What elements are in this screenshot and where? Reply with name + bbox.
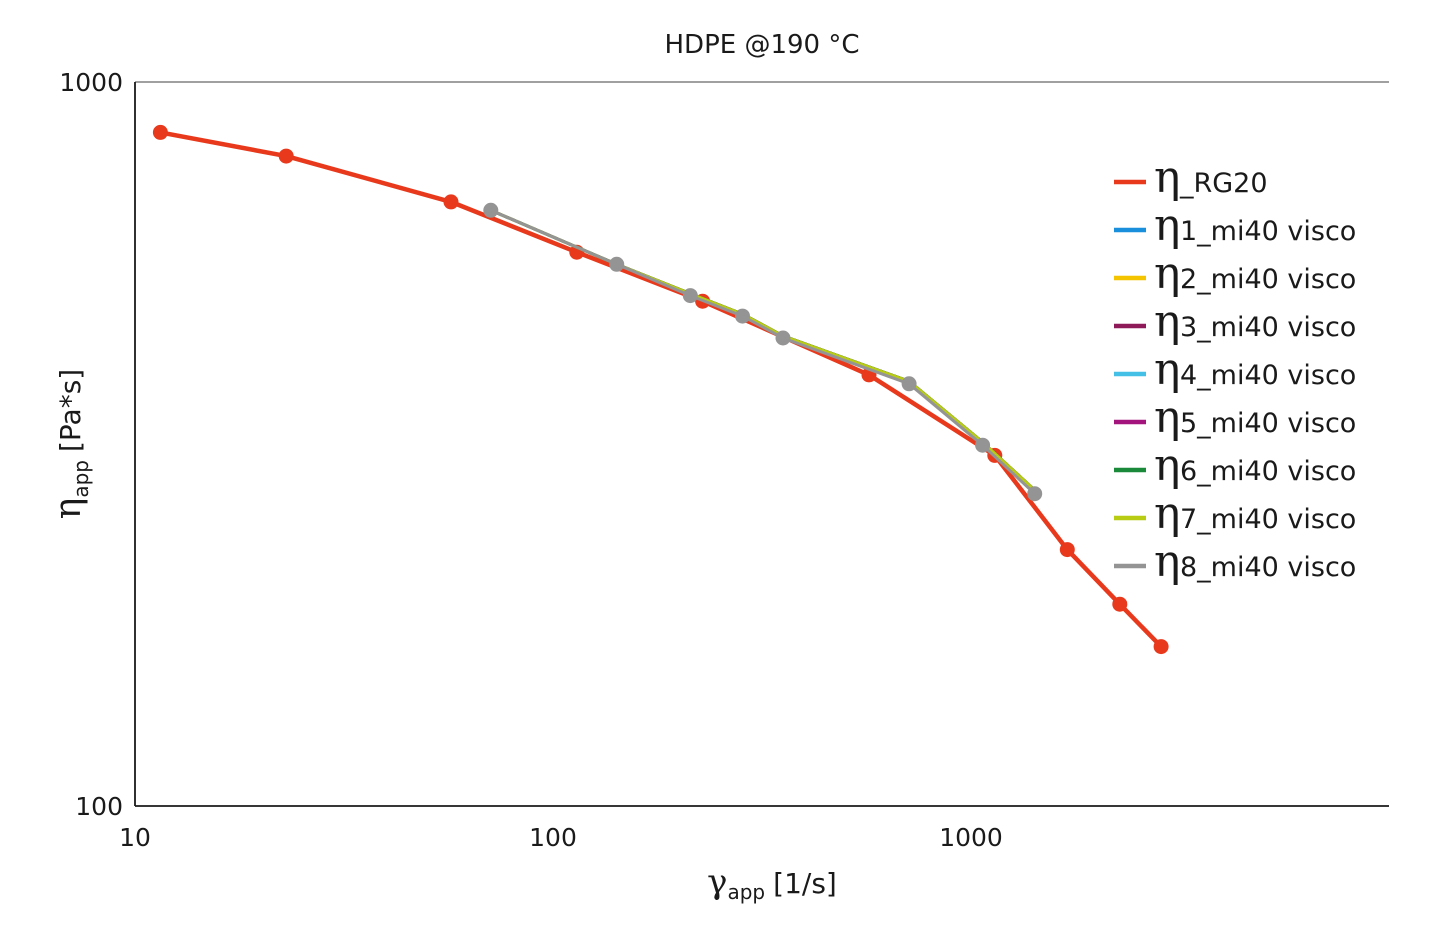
x-tick-label: 100 [529, 823, 577, 852]
data-point [1112, 596, 1128, 612]
data-point [975, 437, 991, 453]
legend-eta-symbol: η [1154, 248, 1180, 299]
legend-eta-symbol: η [1154, 344, 1180, 395]
data-point [443, 194, 459, 210]
x-axis-unit: [1/s] [773, 867, 837, 900]
y-axis-label: ηapp [Pa*s] [48, 369, 93, 519]
x-tick-label: 10 [119, 823, 151, 852]
x-tick-label: 1000 [939, 823, 1003, 852]
y-tick-label: 100 [75, 792, 123, 821]
x-axis-symbol: γ [707, 862, 727, 902]
legend-eta-symbol: η [1154, 392, 1180, 443]
plot-area [152, 124, 1169, 655]
legend-item: η 8_mi40 visco [1114, 536, 1356, 587]
legend-eta-symbol: η [1154, 296, 1180, 347]
data-point [735, 308, 750, 324]
x-axis-subscript: app [727, 880, 765, 904]
legend-label: 2_mi40 visco [1180, 264, 1356, 295]
legend-label: 6_mi40 visco [1180, 456, 1356, 487]
legend-item: η _RG20 [1114, 152, 1268, 203]
data-point [1027, 486, 1043, 502]
legend-eta-symbol: η [1154, 200, 1180, 251]
data-point [901, 376, 917, 392]
legend-eta-symbol: η [1154, 440, 1180, 491]
data-point [152, 124, 168, 140]
legend-item: η 4_mi40 visco [1114, 344, 1356, 395]
series-line [489, 208, 1037, 496]
data-point [483, 202, 499, 218]
x-axis-label: γapp [1/s] [707, 862, 837, 904]
y-axis-symbol: η [48, 498, 89, 520]
legend-label: 7_mi40 visco [1180, 504, 1356, 535]
legend-label: 4_mi40 visco [1180, 360, 1356, 391]
series-line [158, 130, 1164, 649]
legend-label: 5_mi40 visco [1180, 408, 1356, 439]
legend-label: _RG20 [1179, 168, 1268, 199]
data-point [775, 330, 791, 346]
series-0 [152, 124, 1169, 655]
data-point [682, 288, 698, 304]
data-point [1059, 542, 1075, 558]
legend-eta-symbol: η [1154, 152, 1180, 203]
y-tick-label: 1000 [59, 68, 123, 97]
data-point [278, 148, 294, 164]
x-tick-labels: 10 100 1000 [119, 823, 1003, 852]
legend-item: η 7_mi40 visco [1114, 488, 1356, 539]
legend-item: η 3_mi40 visco [1114, 296, 1356, 347]
legend-eta-symbol: η [1154, 488, 1180, 539]
legend-item: η 5_mi40 visco [1114, 392, 1356, 443]
data-point [609, 256, 625, 272]
y-axis-unit: [Pa*s] [54, 369, 87, 452]
legend-label: 1_mi40 visco [1180, 216, 1356, 247]
legend-label: 3_mi40 visco [1180, 312, 1356, 343]
y-axis-subscript: app [69, 460, 93, 498]
series-8 [483, 202, 1043, 502]
y-tick-labels: 100 1000 [59, 68, 123, 821]
chart-title: HDPE @190 °C [665, 30, 860, 60]
data-point [1153, 639, 1169, 655]
legend-label: 8_mi40 visco [1180, 552, 1356, 583]
legend-item: η 1_mi40 visco [1114, 200, 1356, 251]
legend-item: η 6_mi40 visco [1114, 440, 1356, 491]
legend-item: η 2_mi40 visco [1114, 248, 1356, 299]
legend-eta-symbol: η [1154, 536, 1180, 587]
